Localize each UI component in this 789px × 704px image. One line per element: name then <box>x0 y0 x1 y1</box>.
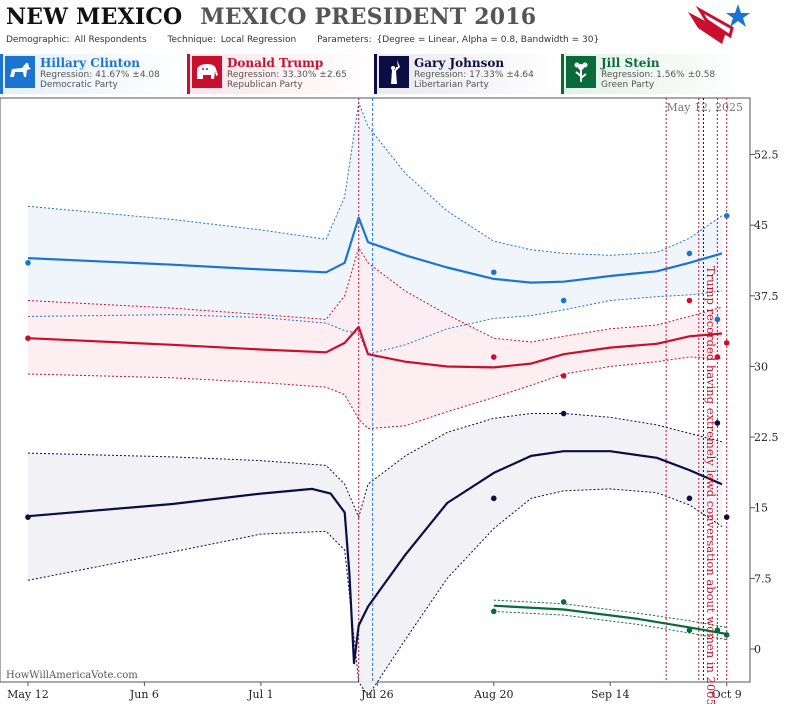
parameters-value: {Degree = Linear, Alpha = 0.8, Bandwidth… <box>376 35 600 45</box>
technique-label: Technique: <box>167 35 216 45</box>
lower-bound-line <box>493 610 727 641</box>
legend-regression: Regression: 17.33% ±4.64 <box>414 70 534 80</box>
regression-line-gary-johnson <box>27 450 723 665</box>
poll-point <box>723 340 730 346</box>
poll-point <box>560 373 567 379</box>
poll-point <box>490 354 497 360</box>
confidence-bands <box>27 100 727 698</box>
x-tick-label: Oct 9 <box>712 688 742 701</box>
date-annotation: May 12, 2025 <box>666 101 743 114</box>
poll-point <box>686 250 693 257</box>
race-title: MEXICO PRESIDENT 2016 <box>200 4 537 30</box>
site-logo-icon <box>688 4 750 44</box>
technique-value: Local Regression <box>220 35 297 45</box>
poll-point <box>723 514 730 520</box>
poll-point <box>490 495 497 502</box>
poll-point <box>25 260 31 266</box>
legend-item-clinton: Hillary Clinton Regression: 41.67% ±4.08… <box>0 54 187 94</box>
x-tick-label: Jul 26 <box>360 688 394 701</box>
y-tick-label: 45 <box>754 219 768 232</box>
x-tick-label: Sep 14 <box>591 688 630 701</box>
y-tick-label: 0 <box>754 643 761 656</box>
legend-party: Green Party <box>601 80 655 90</box>
y-tick-label: 52.5 <box>754 149 779 162</box>
legend-party: Democratic Party <box>40 80 118 90</box>
legend-name: Donald Trump <box>227 56 324 70</box>
parameters-label: Parameters: <box>317 35 372 45</box>
elephant-icon <box>192 56 222 88</box>
poll-point <box>723 212 730 219</box>
poll-point <box>686 297 693 304</box>
legend-regression: Regression: 33.30% ±2.65 <box>227 70 347 80</box>
legend-party: Libertarian Party <box>414 80 489 90</box>
upper-bound-line <box>27 246 723 343</box>
poll-point <box>686 627 693 633</box>
band-jill-stein <box>493 600 727 640</box>
poll-point <box>714 420 721 426</box>
regression-line-jill-stein <box>493 604 727 636</box>
page-title: NEW MEXICO MEXICO PRESIDENT 2016 <box>6 4 536 30</box>
x-tick-label: Aug 20 <box>473 688 514 701</box>
x-tick-label: May 12 <box>7 688 49 701</box>
band-donald-trump <box>28 247 722 429</box>
y-tick-label: 37.5 <box>754 290 779 303</box>
poll-points <box>25 212 730 638</box>
poll-point <box>490 269 497 276</box>
poll-point <box>560 599 567 605</box>
lower-bound-line <box>27 356 723 430</box>
legend-name: Gary Johnson <box>414 56 505 70</box>
legend-item-johnson: Gary Johnson Regression: 17.33% ±4.64 Li… <box>374 54 561 94</box>
header: NEW MEXICO MEXICO PRESIDENT 2016 Demogra… <box>0 0 789 52</box>
legend-item-trump: Donald Trump Regression: 33.30% ±2.65 Re… <box>187 54 374 94</box>
y-tick-label: 30 <box>754 360 768 373</box>
y-tick-label: 22.5 <box>754 431 779 444</box>
poll-point <box>25 514 31 520</box>
x-tick-label: Jul 1 <box>247 688 274 701</box>
regression-lines <box>27 216 727 665</box>
poll-point <box>560 297 567 304</box>
poll-point <box>714 316 721 323</box>
x-tick-label: Jun 6 <box>129 688 159 701</box>
band-hillary-clinton <box>28 102 722 355</box>
lower-bound-line <box>27 290 723 355</box>
demographic-value: All Respondents <box>74 35 147 45</box>
poll-point <box>25 335 31 341</box>
legend-regression: Regression: 1.56% ±0.58 <box>601 70 716 80</box>
legend-name: Hillary Clinton <box>40 56 140 70</box>
parameters-line: Demographic: All Respondents Technique: … <box>6 35 601 45</box>
regression-line-hillary-clinton <box>27 216 723 284</box>
axes: 0 7.5 15 22.5 30 37.5 45 52.5 May 12 Jun 6 Jul 1 Ju… <box>7 149 778 701</box>
regression-line-donald-trump <box>27 325 723 369</box>
poll-point <box>723 632 730 638</box>
poll-point <box>686 495 693 502</box>
legend-item-stein: Jill Stein Regression: 1.56% ±0.58 Green… <box>561 54 748 94</box>
upper-bound-line <box>27 413 723 519</box>
credit-text: HowWillAmericaVote.com <box>6 670 138 681</box>
y-tick-label: 15 <box>754 502 768 515</box>
flower-icon <box>566 56 596 88</box>
poll-point <box>714 354 721 360</box>
legend-party: Republican Party <box>227 80 303 90</box>
legend-regression: Regression: 41.67% ±4.08 <box>40 70 160 80</box>
poll-point <box>560 410 567 417</box>
statue-of-liberty-icon <box>379 56 409 88</box>
band-gary-johnson <box>28 413 722 697</box>
poll-point <box>714 627 721 633</box>
donkey-icon <box>5 56 35 88</box>
event-markers <box>358 98 728 682</box>
event-annotation: Trump recorded having extremely lewd con… <box>704 266 718 704</box>
upper-bound-line <box>493 599 727 628</box>
y-tick-label: 7.5 <box>754 572 772 585</box>
state-title: NEW MEXICO <box>6 4 183 30</box>
lower-bound-line <box>27 488 723 698</box>
poll-point <box>490 608 497 615</box>
legend-name: Jill Stein <box>601 56 660 70</box>
demographic-label: Demographic: <box>6 35 70 45</box>
